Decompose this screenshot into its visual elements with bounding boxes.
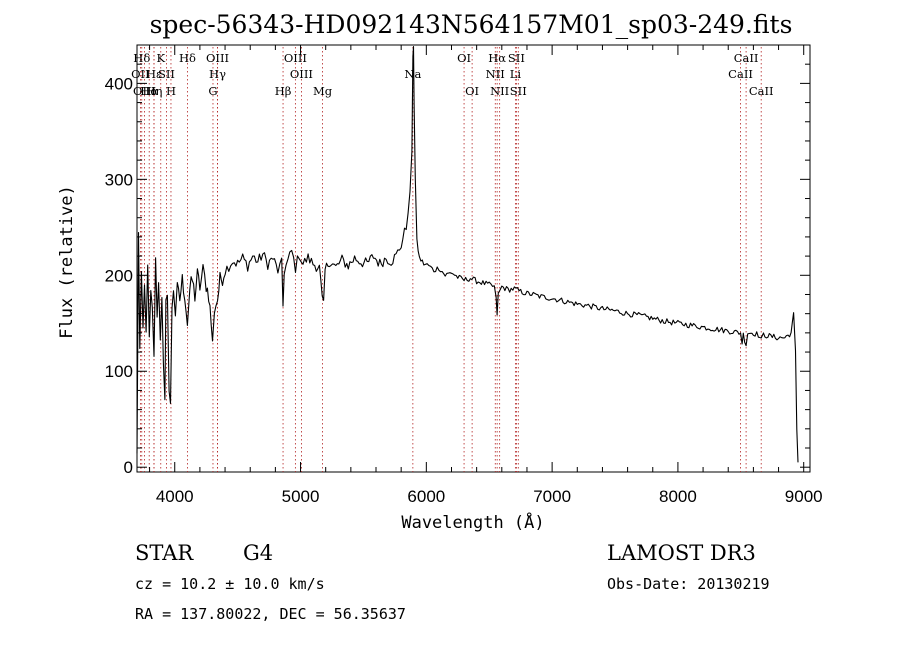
line-label-0: Hδ	[133, 51, 150, 65]
x-tick-label-0: 4000	[156, 487, 194, 506]
line-label-2: OIII	[133, 84, 156, 98]
x-tick-label-3: 7000	[533, 487, 571, 506]
line-label-15: Hβ	[275, 84, 292, 98]
x-tick-label-5: 9000	[785, 487, 823, 506]
object-subclass: G4	[243, 541, 273, 565]
line-label-3: Hα	[140, 84, 158, 98]
line-label-23: Li	[510, 67, 522, 81]
axis-ticks	[137, 44, 810, 472]
line-label-27: CaII	[728, 67, 753, 81]
line-label-16: Mg	[313, 84, 333, 98]
line-label-18: OI	[457, 51, 471, 65]
redshift-info: cz = 10.2 ± 10.0 km/s	[135, 575, 325, 593]
chart-title: spec-56343-HD092143N564157M01_sp03-249.f…	[150, 10, 793, 39]
line-label-7: SII	[158, 67, 175, 81]
spectral-line-markers	[139, 47, 762, 472]
line-label-20: Hα	[488, 51, 506, 65]
x-tick-label-2: 6000	[407, 487, 445, 506]
y-tick-label-0: 0	[124, 458, 133, 477]
line-label-21: SII	[508, 51, 525, 65]
line-label-13: OIII	[284, 51, 307, 65]
line-label-19: OI	[465, 84, 479, 98]
line-label-9: Hδ	[179, 51, 196, 65]
x-tick-labels: 4000 5000 6000 7000 8000 9000	[156, 487, 823, 506]
x-axis-title: Wavelength (Å)	[401, 511, 544, 533]
y-tick-labels: 0 100 200 300 400	[105, 74, 133, 477]
line-label-24: NII	[490, 84, 509, 98]
line-label-28: CaII	[749, 84, 774, 98]
line-label-14: OIII	[290, 67, 313, 81]
coordinates: RA = 137.80022, DEC = 56.35637	[135, 605, 406, 623]
line-label-8: H	[166, 84, 176, 98]
y-tick-label-2: 200	[105, 266, 133, 285]
line-label-12: G	[208, 84, 217, 98]
line-label-4: Hε	[146, 67, 162, 81]
y-tick-label-3: 300	[105, 170, 133, 189]
y-tick-label-1: 100	[105, 362, 133, 381]
x-tick-label-1: 5000	[282, 487, 320, 506]
line-label-1: OII	[131, 67, 150, 81]
y-tick-label-4: 400	[105, 74, 133, 93]
plot-frame	[136, 44, 811, 473]
line-label-25: SII	[510, 84, 527, 98]
survey-name: LAMOST DR3	[607, 541, 756, 565]
spectrum-line	[136, 46, 799, 463]
line-label-26: CaII	[734, 51, 759, 65]
x-tick-label-4: 8000	[659, 487, 697, 506]
line-label-11: Hγ	[209, 67, 226, 81]
y-axis-title: Flux (relative)	[57, 185, 77, 339]
line-label-5: Hη	[146, 84, 163, 98]
line-label-6: K	[156, 51, 165, 65]
line-label-22: NII	[486, 67, 505, 81]
obs-date: Obs-Date: 20130219	[607, 575, 770, 593]
line-label-10: OIII	[206, 51, 229, 65]
object-type: STAR	[135, 541, 194, 565]
